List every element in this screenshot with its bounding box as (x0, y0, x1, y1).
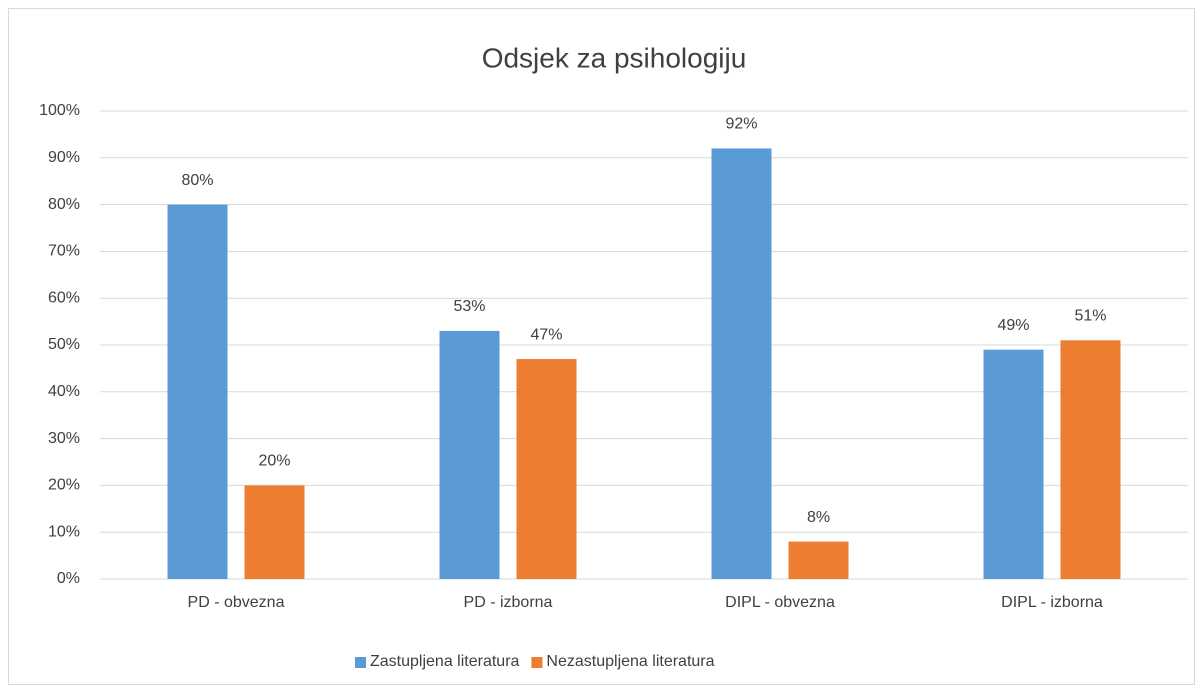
y-tick-label: 20% (48, 477, 80, 494)
bar (516, 359, 577, 579)
y-tick-label: 10% (48, 523, 80, 540)
y-tick-label: 80% (48, 196, 80, 213)
data-label: 51% (1074, 308, 1106, 325)
chart-title: Odsjek za psihologiju (482, 42, 747, 73)
y-tick-label: 60% (48, 289, 80, 306)
data-label: 20% (258, 453, 290, 470)
x-tick-label: PD - izborna (464, 594, 553, 611)
legend-label: Zastupljena literatura (370, 653, 520, 670)
data-label: 53% (453, 298, 485, 315)
y-tick-label: 50% (48, 336, 80, 353)
legend-label: Nezastupljena literatura (546, 653, 714, 670)
bar (439, 330, 500, 579)
data-label: 47% (530, 326, 562, 343)
data-label: 49% (997, 317, 1029, 334)
data-label: 92% (725, 116, 757, 133)
data-label: 8% (807, 509, 830, 526)
bar (167, 204, 228, 579)
legend-swatch (355, 657, 366, 668)
data-label: 80% (181, 172, 213, 189)
legend-swatch (531, 657, 543, 668)
x-tick-label: DIPL - izborna (1001, 594, 1103, 611)
y-tick-label: 0% (57, 570, 80, 587)
y-tick-label: 30% (48, 430, 80, 447)
x-tick-label: DIPL - obvezna (725, 594, 835, 611)
y-tick-label: 90% (48, 149, 80, 166)
bar (788, 541, 849, 579)
y-tick-label: 100% (39, 102, 80, 119)
x-tick-label: PD - obvezna (188, 594, 285, 611)
bar (244, 485, 305, 579)
bar (983, 349, 1044, 579)
y-tick-label: 40% (48, 383, 80, 400)
bar (1060, 340, 1121, 579)
bar (711, 148, 772, 579)
y-tick-label: 70% (48, 243, 80, 260)
